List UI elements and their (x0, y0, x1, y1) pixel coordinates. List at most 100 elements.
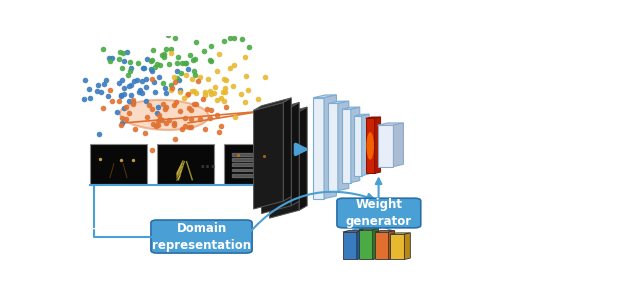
Point (221, 78, 232, 83)
Point (119, 59, 129, 64)
Point (79, 97, 89, 102)
Point (212, 97, 222, 102)
Point (80, 77, 90, 82)
Point (148, 47, 158, 52)
Point (121, 117, 131, 121)
Point (127, 98, 138, 103)
Point (253, 96, 264, 101)
Point (92, 88, 102, 93)
Point (172, 76, 182, 81)
Point (198, 49, 209, 54)
Polygon shape (359, 230, 372, 260)
Point (180, 61, 191, 66)
Polygon shape (365, 118, 374, 173)
Point (193, 79, 203, 83)
Point (128, 102, 138, 107)
Point (225, 36, 235, 41)
Polygon shape (388, 231, 394, 260)
Point (233, 153, 243, 157)
Polygon shape (365, 117, 381, 118)
Text: Domain
representation: Domain representation (152, 221, 251, 252)
Point (189, 73, 200, 77)
Point (229, 62, 239, 67)
Point (117, 120, 127, 125)
Point (180, 60, 191, 65)
Point (158, 102, 168, 107)
Point (214, 129, 224, 134)
Point (154, 113, 164, 118)
Point (151, 124, 161, 129)
Point (202, 107, 212, 111)
Point (158, 81, 168, 86)
Polygon shape (355, 116, 362, 176)
Polygon shape (356, 231, 363, 260)
Point (117, 116, 127, 121)
Point (191, 91, 201, 96)
Point (173, 55, 183, 60)
Point (214, 52, 225, 56)
Point (132, 78, 142, 83)
Point (163, 33, 173, 38)
Polygon shape (262, 107, 291, 214)
Point (148, 79, 159, 84)
Point (132, 60, 143, 65)
Point (169, 121, 179, 126)
Point (170, 80, 180, 84)
Point (147, 69, 157, 74)
Point (119, 106, 129, 111)
Point (119, 85, 129, 90)
Point (124, 99, 134, 103)
Polygon shape (342, 107, 360, 109)
Point (157, 53, 167, 58)
Point (173, 78, 184, 83)
Point (230, 115, 240, 119)
FancyBboxPatch shape (224, 144, 281, 184)
Point (84, 87, 94, 91)
Point (115, 93, 125, 98)
Point (204, 115, 214, 120)
Point (138, 66, 148, 70)
Point (206, 44, 216, 49)
Point (177, 127, 188, 131)
Point (203, 77, 213, 81)
Polygon shape (269, 107, 307, 119)
Point (186, 107, 196, 112)
Point (93, 82, 103, 87)
Point (198, 97, 208, 101)
Point (221, 105, 232, 110)
Point (98, 46, 108, 51)
Polygon shape (374, 231, 394, 232)
Polygon shape (394, 123, 403, 167)
Polygon shape (262, 103, 300, 115)
Point (226, 30, 236, 35)
Point (100, 77, 111, 82)
Point (175, 71, 186, 76)
Point (96, 90, 106, 95)
Point (243, 88, 253, 92)
Point (120, 104, 131, 109)
Point (116, 66, 127, 70)
Point (122, 49, 132, 54)
Point (126, 82, 136, 87)
Point (105, 59, 115, 64)
Point (259, 153, 269, 158)
Point (85, 96, 95, 100)
Point (112, 110, 122, 115)
Polygon shape (378, 125, 394, 167)
Point (188, 89, 198, 94)
Point (159, 55, 170, 60)
Point (260, 75, 270, 80)
Point (161, 90, 171, 95)
Point (141, 99, 152, 103)
Point (180, 72, 191, 77)
Point (127, 157, 138, 162)
Point (159, 52, 169, 57)
Point (180, 116, 190, 121)
Point (241, 74, 252, 78)
Point (115, 49, 125, 54)
Point (153, 104, 163, 109)
Point (206, 108, 216, 113)
Point (147, 77, 157, 81)
Point (170, 36, 180, 41)
FancyArrowPatch shape (369, 226, 376, 228)
